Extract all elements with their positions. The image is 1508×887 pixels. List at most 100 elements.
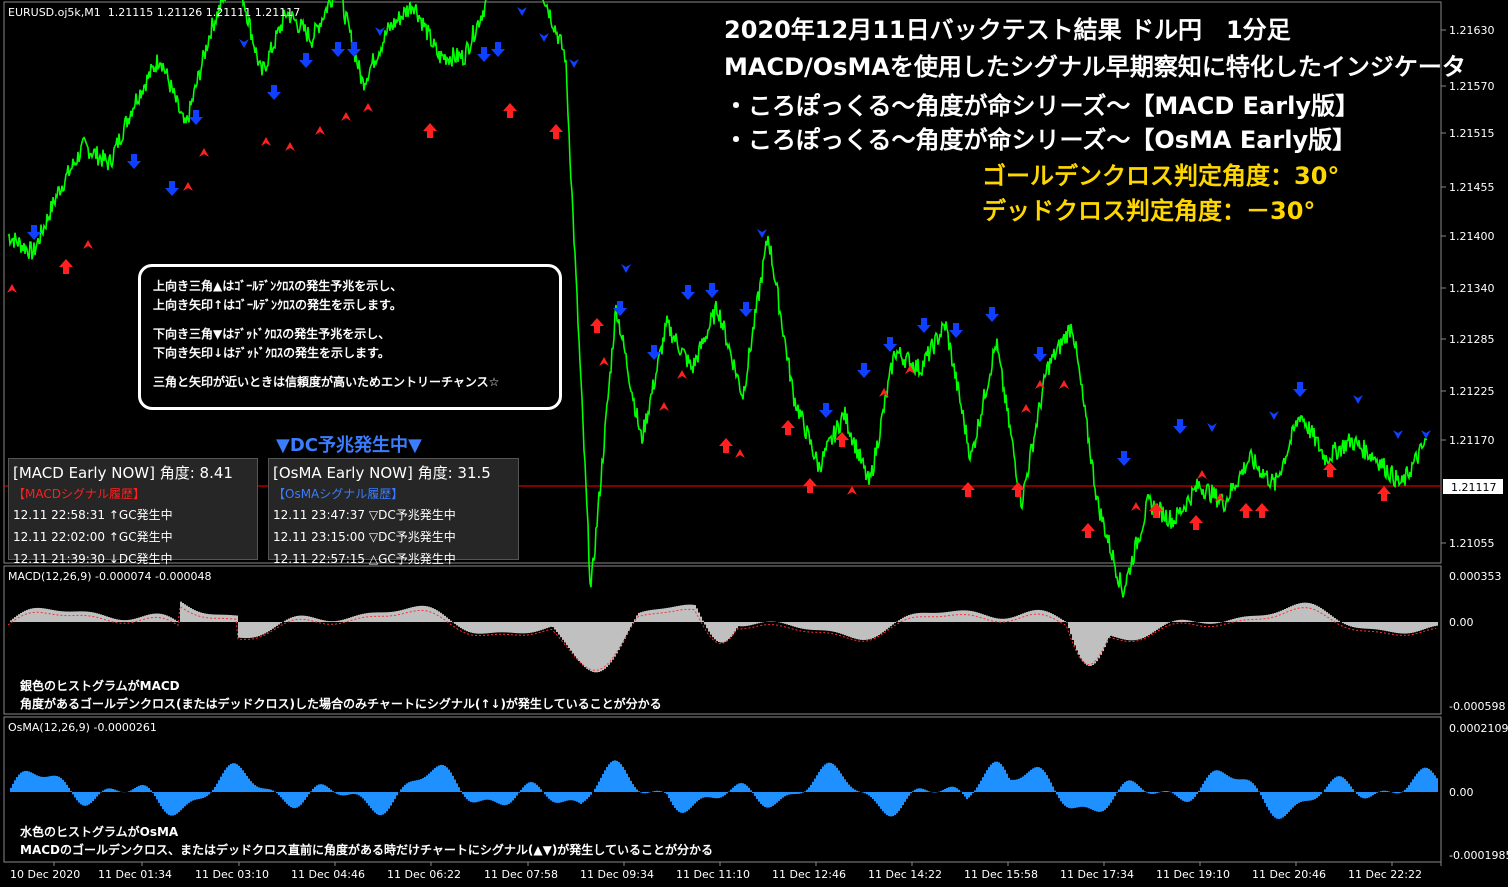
macd-histogram-bar: [204, 613, 206, 622]
osma-histogram-bar: [414, 780, 416, 792]
symbol-info: EURUSD.oj5k,M1 1.21115 1.21126 1.21111 1…: [8, 6, 301, 19]
osma-histogram-bar: [476, 792, 478, 803]
gc-warning-triangle: [847, 486, 857, 495]
macd-histogram-bar: [1434, 622, 1436, 627]
osma-histogram-bar: [70, 791, 72, 792]
macd-histogram-bar: [476, 622, 478, 634]
macd-histogram-bar: [808, 622, 810, 630]
macd-histogram-bar: [1408, 622, 1410, 634]
macd-histogram-bar: [918, 612, 920, 622]
macd-histogram-bar: [252, 622, 254, 638]
osma-histogram-bar: [496, 792, 498, 803]
macd-histogram-bar: [276, 622, 278, 626]
osma-histogram-bar: [1288, 792, 1290, 812]
macd-histogram-bar: [682, 605, 684, 622]
osma-histogram-bar: [98, 792, 100, 795]
osma-histogram-bar: [624, 770, 626, 792]
osma-histogram-bar: [1388, 791, 1390, 792]
dc-arrow-down: [1117, 451, 1131, 466]
macd-histogram-bar: [738, 622, 740, 627]
osma-histogram-bar: [1216, 770, 1218, 792]
osma-histogram-bar: [386, 792, 388, 812]
macd-histogram-bar: [840, 622, 842, 634]
price-tick-label: 1.21630: [1449, 24, 1495, 37]
macd-histogram-bar: [506, 622, 508, 633]
macd-histogram-bar: [326, 620, 328, 622]
time-tick-label: 11 Dec 20:46: [1252, 868, 1326, 881]
macd-histogram-bar: [86, 611, 88, 622]
osma-histogram-bar: [952, 786, 954, 792]
osma-histogram-bar: [1422, 768, 1424, 792]
osma-histogram-bar: [224, 770, 226, 792]
macd-histogram-bar: [168, 616, 170, 622]
macd-histogram-bar: [1418, 622, 1420, 632]
osma-histogram-bar: [166, 792, 168, 814]
macd-histogram-bar: [526, 622, 528, 634]
price-tick-label: 1.21455: [1449, 181, 1495, 194]
macd-histogram-bar: [968, 610, 970, 622]
macd-histogram-bar: [1388, 622, 1390, 632]
osma-histogram-bar: [872, 792, 874, 799]
osma-histogram-bar: [954, 787, 956, 792]
macd-histogram-bar: [420, 605, 422, 622]
gc-arrow-up: [961, 482, 975, 497]
macd-histogram-bar: [1034, 610, 1036, 622]
macd-histogram-bar: [906, 615, 908, 622]
gc-warning-triangle: [599, 357, 609, 366]
osma-histogram-bar: [760, 792, 762, 804]
macd-histogram-bar: [644, 611, 646, 622]
osma-histogram-bar: [198, 792, 200, 799]
osma-histogram-bar: [694, 792, 696, 804]
osma-histogram-bar: [862, 792, 864, 793]
osma-histogram-bar: [1076, 792, 1078, 808]
osma-histogram-bar: [898, 792, 900, 811]
macd-histogram-bar: [510, 622, 512, 633]
gc-arrow-up: [719, 438, 733, 453]
macd-histogram-bar: [348, 617, 350, 622]
macd-histogram-bar: [188, 606, 190, 622]
macd-histogram-bar: [336, 620, 338, 622]
dc-banner: ▼DC予兆発生中▼: [276, 435, 422, 456]
osma-histogram-bar: [606, 767, 608, 792]
osma-histogram-bar: [1090, 792, 1092, 810]
osma-histogram-bar: [832, 763, 834, 792]
macd-histogram-bar: [284, 620, 286, 622]
osma-histogram-bar: [1218, 770, 1220, 792]
dc-arrow-down: [681, 285, 695, 300]
osma-histogram-bar: [570, 792, 572, 801]
osma-histogram-bar: [764, 792, 766, 807]
osma-histogram-bar: [382, 792, 384, 815]
osma-histogram-bar: [12, 783, 14, 792]
macd-histogram-bar: [466, 622, 468, 632]
osma-histogram-bar: [788, 792, 790, 795]
macd-histogram-bar: [590, 622, 592, 672]
macd-histogram-bar: [1056, 616, 1058, 622]
macd-histogram-bar: [1362, 622, 1364, 629]
macd-histogram-bar: [50, 609, 52, 622]
osma-histogram-bar: [302, 792, 304, 803]
macd-histogram-bar: [1390, 622, 1392, 632]
macd-histogram-bar: [638, 612, 640, 622]
macd-histogram-bar: [266, 622, 268, 633]
osma-history-row: 12.11 22:57:15 △GC予兆発生中: [273, 552, 456, 566]
osma-histogram-bar: [1400, 792, 1402, 793]
macd-histogram-bar: [314, 617, 316, 622]
macd-histogram-bar: [36, 607, 38, 622]
osma-histogram-bar: [1248, 780, 1250, 792]
macd-histogram-bar: [88, 611, 90, 622]
osma-histogram-bar: [980, 780, 982, 792]
macd-histogram-bar: [418, 605, 420, 622]
macd-histogram-bar: [1156, 622, 1158, 630]
osma-histogram-bar: [612, 760, 614, 792]
osma-histogram-bar: [1138, 785, 1140, 792]
osma-histogram-bar: [978, 784, 980, 792]
macd-histogram-bar: [1416, 622, 1418, 632]
osma-histogram-bar: [796, 792, 798, 794]
macd-histogram-bar: [668, 607, 670, 622]
macd-histogram-bar: [1236, 617, 1238, 622]
osma-histogram-bar: [634, 787, 636, 792]
macd-histogram-bar: [1282, 609, 1284, 622]
osma-histogram-bar: [72, 792, 74, 795]
macd-histogram-bar: [432, 608, 434, 622]
osma-histogram-bar: [1176, 792, 1178, 797]
